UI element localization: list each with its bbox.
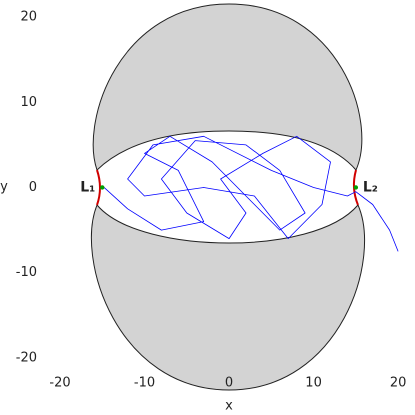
forbidden-region <box>92 3 363 171</box>
y-tick-label: -20 <box>16 350 37 365</box>
y-axis-label: y <box>0 180 8 195</box>
trajectory <box>102 135 399 252</box>
x-tick-label: 10 <box>305 376 322 391</box>
x-tick-label: -10 <box>134 376 155 391</box>
x-axis-label: x <box>225 399 233 414</box>
lagrange-point <box>353 185 359 190</box>
x-tick-label: -20 <box>49 376 70 391</box>
y-tick-label: 10 <box>20 95 37 110</box>
y-tick-label: -10 <box>16 265 37 280</box>
forbidden-region <box>90 204 365 391</box>
lagrange-label: L₁ <box>80 179 95 195</box>
x-tick-label: 0 <box>225 376 233 391</box>
lagrange-label: L₂ <box>363 179 378 195</box>
y-tick-label: 0 <box>29 180 37 195</box>
y-tick-label: 20 <box>20 10 37 25</box>
x-tick-label: 20 <box>390 376 407 391</box>
lagrange-point <box>100 185 105 190</box>
zero-velocity-edge <box>96 169 101 206</box>
